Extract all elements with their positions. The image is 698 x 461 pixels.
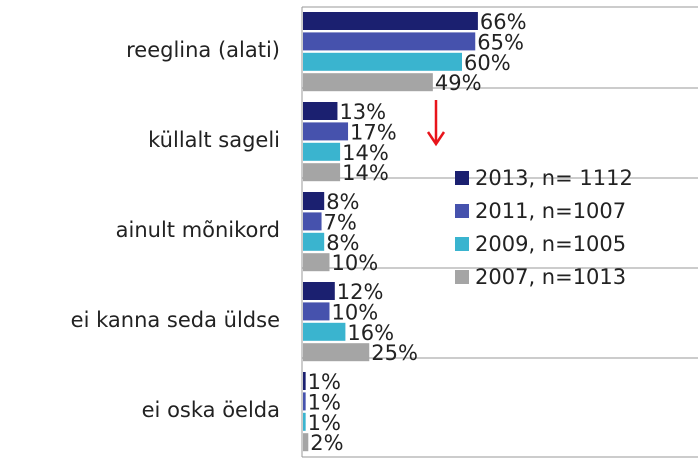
bar — [303, 192, 325, 210]
value-label: 14% — [342, 161, 389, 185]
bar — [303, 73, 433, 92]
value-label: 10% — [332, 300, 379, 324]
bar — [303, 392, 306, 411]
bar — [303, 372, 306, 390]
category-label: ei oska öelda — [142, 398, 280, 422]
value-label: 13% — [339, 100, 386, 124]
value-label: 8% — [326, 190, 359, 214]
bar — [303, 253, 330, 272]
legend-label: 2007, n=1013 — [475, 265, 626, 289]
value-label: 1% — [308, 370, 341, 394]
legend-swatch — [455, 204, 469, 218]
bar — [303, 322, 346, 341]
value-label: 12% — [337, 280, 384, 304]
category-label: reeglina (alati) — [126, 38, 280, 62]
value-label: 1% — [308, 411, 341, 435]
red-arrow — [426, 100, 446, 147]
value-label: 25% — [371, 341, 418, 365]
category-label: ainult mõnikord — [116, 218, 280, 242]
legend-swatch — [455, 270, 469, 284]
value-label: 49% — [435, 71, 482, 95]
legend-swatch — [455, 237, 469, 251]
legend-swatch — [455, 171, 469, 185]
value-label: 60% — [464, 51, 511, 75]
bar — [303, 122, 349, 141]
bar — [303, 302, 330, 321]
bar — [303, 343, 370, 362]
value-label: 10% — [332, 251, 379, 275]
bar — [303, 12, 478, 30]
bar — [303, 102, 338, 120]
bar — [303, 232, 325, 251]
value-label: 66% — [480, 10, 527, 34]
value-label: 14% — [342, 141, 389, 165]
value-label: 8% — [326, 231, 359, 255]
legend-label: 2009, n=1005 — [475, 232, 626, 256]
value-label: 16% — [347, 321, 394, 345]
bar — [303, 282, 335, 300]
bar — [303, 412, 306, 431]
value-label: 1% — [308, 390, 341, 414]
value-label: 7% — [324, 210, 357, 234]
category-label: ei kanna seda üldse — [71, 308, 280, 332]
bar — [303, 32, 476, 51]
value-label: 65% — [477, 30, 524, 54]
value-label: 2% — [310, 431, 343, 455]
bar — [303, 163, 341, 182]
value-label: 17% — [350, 120, 397, 144]
category-label: küllalt sageli — [148, 128, 280, 152]
bar — [303, 212, 322, 231]
bar — [303, 142, 341, 161]
bar — [303, 433, 309, 452]
bar — [303, 52, 462, 71]
legend-label: 2011, n=1007 — [475, 199, 626, 223]
legend-label: 2013, n= 1112 — [475, 166, 633, 190]
